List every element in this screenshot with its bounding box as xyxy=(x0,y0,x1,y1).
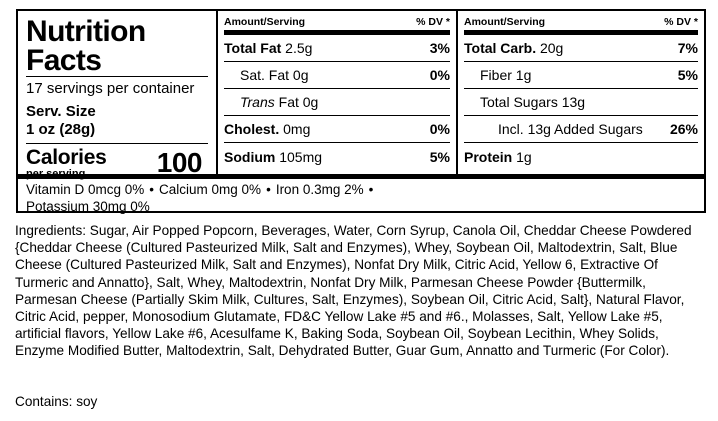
calories-label-group: Calories per serving xyxy=(26,145,107,180)
nutrient-row-saturated-fat: Sat. Fat 0g 0% xyxy=(224,62,450,89)
nutrient-row-protein: Protein 1g xyxy=(464,143,698,170)
nutrient-row-total-sugars: Total Sugars 13g xyxy=(464,89,698,116)
nutrient-name-added-sugars: Incl. 13g Added Sugars xyxy=(498,121,643,137)
nutrient-name-trans-fat: Trans Fat 0g xyxy=(224,94,318,110)
separator-dot-3: • xyxy=(368,182,374,197)
header-amount-serving: Amount/Serving xyxy=(224,16,306,28)
micronutrient-vitamin-d: Vitamin D 0mcg 0% xyxy=(26,182,145,197)
header-percent-dv-right: % DV * xyxy=(664,16,698,28)
calories-row: Calories per serving 100 xyxy=(26,144,208,180)
thick-rule-right-top xyxy=(464,30,698,35)
nutrient-name-total-fat-bold: Total Fat xyxy=(224,40,282,56)
nutrition-upper-section: Nutrition Facts 17 servings per containe… xyxy=(18,11,704,179)
nutrient-dv-saturated-fat: 0% xyxy=(429,67,450,83)
micronutrient-calcium: Calcium 0mg 0% xyxy=(159,182,262,197)
nutrient-amount-trans-fat: Fat 0g xyxy=(278,94,319,110)
nutrient-row-fiber: Fiber 1g 5% xyxy=(464,62,698,89)
nutrient-row-cholesterol: Cholest. 0mg 0% xyxy=(224,116,450,143)
micronutrient-iron: Iron 0.3mg 2% xyxy=(275,182,364,197)
nutrient-name-trans-italic: Trans xyxy=(240,94,275,110)
separator-dot-1: • xyxy=(149,182,155,197)
serving-info-panel: Nutrition Facts 17 servings per containe… xyxy=(18,11,218,179)
nutrient-name-sodium: Sodium 105mg xyxy=(224,149,322,165)
serving-size: Serv. Size 1 oz (28g) xyxy=(26,101,208,142)
nutrient-amount-cholesterol: 0mg xyxy=(279,121,311,137)
calories-sublabel: per serving xyxy=(26,167,86,180)
nutrient-row-sodium: Sodium 105mg 5% xyxy=(224,143,450,170)
nutrient-row-added-sugars: Incl. 13g Added Sugars 26% xyxy=(464,116,698,143)
nutrient-amount-total-carb: 20g xyxy=(536,40,564,56)
nutrient-amount-protein: 1g xyxy=(512,148,532,165)
micronutrient-strip: Vitamin D 0mcg 0% • Calcium 0mg 0% • Iron 0.… xyxy=(18,174,704,216)
nutrient-name-total-carb: Total Carb. 20g xyxy=(464,40,563,56)
nutrient-amount-sodium: 105mg xyxy=(275,148,323,165)
nutrient-name-fiber: Fiber 1g xyxy=(480,67,532,83)
nutrient-name-protein-bold: Protein xyxy=(464,148,513,165)
header-amount-serving-right: Amount/Serving xyxy=(464,16,546,28)
divider-above-calories xyxy=(26,142,208,144)
nutrition-facts-box: Nutrition Facts 17 servings per containe… xyxy=(16,9,706,216)
thick-rule-middle-top xyxy=(224,30,450,35)
nutrient-row-trans-fat: Trans Fat 0g xyxy=(224,89,450,116)
nutrient-name-saturated-fat: Sat. Fat 0g xyxy=(240,67,309,83)
nutrient-column-middle: Amount/Serving % DV * Total Fat 2.5g 3% … xyxy=(218,11,458,174)
nutrient-dv-sodium: 5% xyxy=(429,148,450,165)
calories-label: Calories xyxy=(26,145,107,169)
separator-dot-2: • xyxy=(266,182,271,197)
nutrient-name-protein: Protein 1g xyxy=(464,149,532,165)
title-line-1: Nutrition xyxy=(26,15,146,48)
nutrient-amount-total-fat: 2.5g xyxy=(281,40,313,56)
nutrient-name-cholesterol: Cholest. 0mg xyxy=(224,121,310,137)
nutrient-dv-fiber: 5% xyxy=(677,67,698,83)
page-title: Nutrition Facts xyxy=(26,15,208,77)
nutrient-dv-total-carb: 7% xyxy=(677,40,698,56)
column-header-right: Amount/Serving % DV * xyxy=(464,11,698,30)
title-line-2: Facts xyxy=(26,43,102,77)
header-percent-dv: % DV * xyxy=(416,16,450,28)
nutrient-column-right: Amount/Serving % DV * Total Carb. 20g 7%… xyxy=(458,11,704,174)
nutrient-row-total-carb: Total Carb. 20g 7% xyxy=(464,35,698,62)
micronutrient-potassium: Potassium 30mg 0% xyxy=(26,199,150,215)
nutrient-dv-cholesterol: 0% xyxy=(429,121,450,137)
serving-size-value: 1 oz (28g) xyxy=(26,121,96,139)
nutrient-name-total-fat: Total Fat 2.5g xyxy=(224,40,312,56)
nutrient-name-total-carb-bold: Total Carb. xyxy=(464,40,537,56)
nutrient-name-total-sugars: Total Sugars 13g xyxy=(480,94,586,110)
serving-size-label: Serv. Size xyxy=(26,103,96,121)
nutrient-row-total-fat: Total Fat 2.5g 3% xyxy=(224,35,450,62)
servings-per-container: 17 servings per container xyxy=(26,79,195,97)
ingredients-text: Ingredients: Sugar, Air Popped Popcorn, … xyxy=(15,223,692,359)
column-header-middle: Amount/Serving % DV * xyxy=(224,11,450,30)
nutrient-dv-added-sugars: 26% xyxy=(669,121,698,137)
allergen-statement: Contains: soy xyxy=(15,394,98,409)
calories-value: 100 xyxy=(156,146,203,178)
nutrient-dv-total-fat: 3% xyxy=(429,40,450,56)
nutrient-name-cholesterol-bold: Cholest. xyxy=(224,121,280,137)
divider-under-title xyxy=(26,75,208,77)
nutrient-name-sodium-bold: Sodium xyxy=(224,148,276,165)
